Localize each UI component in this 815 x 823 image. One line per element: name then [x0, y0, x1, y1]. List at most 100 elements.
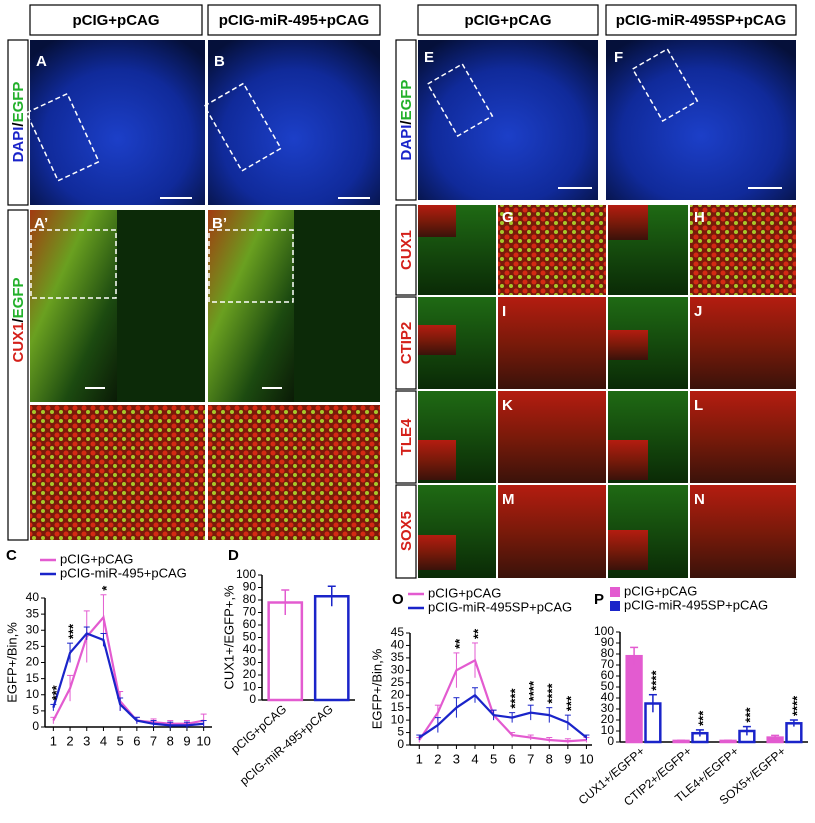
x-tick-label: 10 [196, 733, 210, 748]
header-box [417, 4, 599, 36]
image [208, 210, 294, 402]
header-box [29, 4, 203, 36]
y-tick-label: 0 [249, 692, 256, 706]
image-grid [418, 205, 796, 578]
roi [25, 92, 100, 182]
panel-letter: D [228, 547, 239, 564]
x-tick-label: 1 [50, 733, 57, 748]
header-box [605, 4, 797, 36]
y-tick-label: 30 [601, 701, 615, 715]
y-tick-label: 90 [601, 635, 615, 649]
image [606, 40, 796, 200]
annotation: **** [508, 687, 523, 708]
y-tick-label: 5 [397, 725, 404, 739]
label-part: CUX1 [10, 323, 27, 363]
headers: pCIG+pCAG pCIG-miR-495+pCAG pCIG+pCAG pC… [29, 4, 797, 36]
y-tick-label: 20 [243, 667, 257, 681]
x-tick-label: 1 [416, 751, 423, 766]
bar [625, 654, 643, 744]
image [690, 297, 796, 389]
panel-letter: L [694, 397, 703, 414]
y-tick-label: 10 [26, 687, 40, 701]
y-tick-label: 45 [391, 625, 405, 639]
chart: 0102030405060708090100CUX1+/EGFP+,%pCIG+… [221, 567, 355, 788]
panel-letter: A’ [34, 215, 48, 232]
x-tick-label: 3 [83, 733, 90, 748]
image [690, 391, 796, 483]
legend-swatch [610, 587, 620, 597]
y-tick-label: 40 [601, 690, 615, 704]
label-part: / [398, 120, 415, 125]
y-tick-label: 15 [391, 700, 405, 714]
y-tick-label: 40 [243, 642, 257, 656]
label-part: EGFP [398, 80, 415, 121]
panel-letter: F [614, 49, 623, 66]
annotation: *** [695, 710, 710, 726]
y-axis-label: CUX1+/EGFP+,% [221, 585, 236, 689]
header: pCIG-miR-495+pCAG [219, 12, 369, 29]
y-tick-label: 20 [26, 655, 40, 669]
header: pCIG+pCAG [72, 12, 159, 29]
image [418, 325, 456, 355]
image [30, 40, 205, 205]
legend-swatch [610, 601, 620, 611]
y-tick-label: 60 [243, 617, 257, 631]
image [608, 330, 648, 360]
header: pCIG-miR-495SP+pCAG [616, 12, 786, 29]
x-tick-label: 4 [100, 733, 107, 748]
series-line [418, 658, 587, 743]
y-tick-label: 25 [391, 675, 405, 689]
image [208, 40, 380, 205]
x-tick-label: 6 [509, 751, 516, 766]
side-labels: DAPI/EGFP CUX1/EGFP DAPI/EGFP CUX1 CTIP2… [7, 39, 417, 579]
y-tick-label: 80 [243, 592, 257, 606]
y-tick-label: 35 [26, 606, 40, 620]
y-tick-label: 50 [601, 679, 615, 693]
annotation: *** [49, 684, 64, 700]
side-box [7, 39, 29, 206]
panel-letter: N [694, 491, 705, 508]
y-tick-label: 20 [601, 712, 615, 726]
y-tick-label: 30 [243, 655, 257, 669]
y-tick-label: 70 [601, 657, 615, 671]
image [418, 440, 456, 480]
y-tick-label: 60 [601, 668, 615, 682]
roi [208, 229, 294, 303]
annotation: ** [470, 628, 485, 639]
row-label: CTIP2 [398, 322, 415, 365]
header: pCIG+pCAG [464, 12, 551, 29]
image [690, 485, 796, 578]
panel-letter: C [6, 547, 17, 564]
legend-label: pCIG-miR-495SP+pCAG [624, 597, 768, 612]
y-tick-label: 50 [243, 630, 257, 644]
panel-letter: P [594, 591, 604, 608]
panel-letter: A [36, 53, 47, 70]
roi [30, 229, 117, 299]
annotation: *** [65, 623, 80, 639]
y-axis-label: EGFP+/Bin,% [369, 648, 384, 729]
y-tick-label: 100 [236, 567, 256, 581]
x-tick-label: 7 [527, 751, 534, 766]
panel-letter: B’ [212, 215, 227, 232]
legend-label: pCIG-miR-495+pCAG [60, 565, 187, 580]
side-box [7, 209, 29, 541]
bar [267, 601, 304, 702]
x-tick-label: 9 [183, 733, 190, 748]
annotation: **** [526, 680, 541, 701]
row-label: TLE4 [398, 418, 415, 455]
row-label: CUX1 [398, 230, 415, 270]
y-tick-label: 90 [243, 580, 257, 594]
y-tick-label: 35 [391, 650, 405, 664]
label-part: DAPI [10, 127, 27, 163]
y-tick-label: 10 [243, 680, 257, 694]
image [30, 210, 117, 402]
y-tick-label: 0 [32, 719, 39, 733]
image [418, 205, 456, 237]
image [498, 485, 606, 578]
y-tick-label: 40 [391, 638, 405, 652]
y-tick-label: 10 [391, 712, 405, 726]
panel-letter: E [424, 49, 434, 66]
